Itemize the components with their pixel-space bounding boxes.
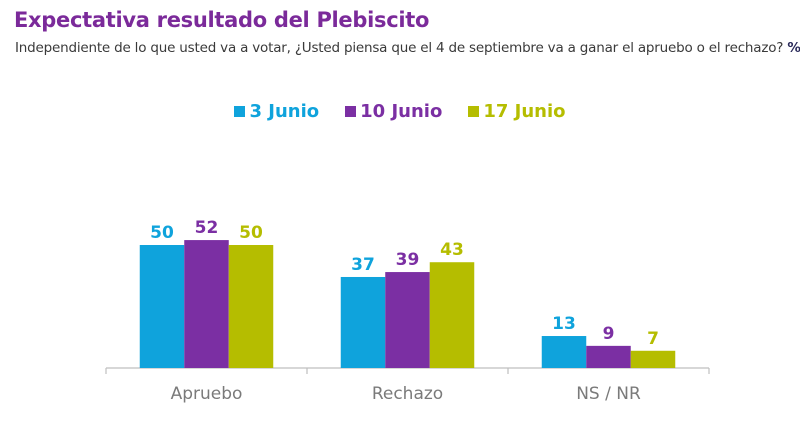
legend-label: 3 Junio bbox=[249, 101, 320, 122]
data-label: 50 bbox=[239, 223, 263, 243]
legend-label: 17 Junio bbox=[483, 101, 566, 122]
legend-item-0: 3 Junio bbox=[234, 101, 319, 122]
bar-ns-nr-0 bbox=[541, 336, 587, 368]
category-label: NS / NR bbox=[576, 384, 641, 404]
bar-ns-nr-2 bbox=[630, 350, 676, 368]
bar-apruebo-2 bbox=[228, 245, 274, 368]
bar-rechazo-0 bbox=[340, 276, 386, 368]
subtitle-text: Independiente de lo que usted va a votar… bbox=[15, 40, 784, 56]
bar-apruebo-1 bbox=[184, 240, 229, 368]
data-label: 13 bbox=[552, 314, 576, 334]
legend: 3 Junio 10 Junio 17 Junio bbox=[0, 101, 800, 122]
data-label: 50 bbox=[150, 223, 174, 243]
legend-label: 10 Junio bbox=[360, 101, 443, 122]
legend-item-1: 10 Junio bbox=[345, 101, 442, 122]
legend-swatch bbox=[234, 106, 246, 117]
data-label: 39 bbox=[396, 250, 420, 270]
data-label: 43 bbox=[440, 240, 464, 260]
category-label: Rechazo bbox=[372, 384, 443, 404]
category-label: Apruebo bbox=[171, 384, 243, 404]
bar-rechazo-2 bbox=[429, 262, 475, 368]
unit-label: % bbox=[787, 40, 800, 56]
legend-swatch bbox=[468, 106, 480, 117]
data-label: 52 bbox=[195, 218, 219, 238]
chart-subtitle: Independiente de lo que usted va a votar… bbox=[15, 40, 800, 56]
data-label: 7 bbox=[647, 329, 659, 349]
bar-ns-nr-1 bbox=[586, 345, 631, 368]
bar-apruebo-0 bbox=[139, 245, 185, 368]
legend-swatch bbox=[345, 106, 357, 117]
data-label: 37 bbox=[351, 255, 375, 275]
bar-rechazo-1 bbox=[385, 272, 430, 368]
chart-title: Expectativa resultado del Plebiscito bbox=[14, 8, 430, 32]
data-label: 9 bbox=[603, 324, 615, 344]
legend-item-2: 17 Junio bbox=[468, 101, 566, 122]
